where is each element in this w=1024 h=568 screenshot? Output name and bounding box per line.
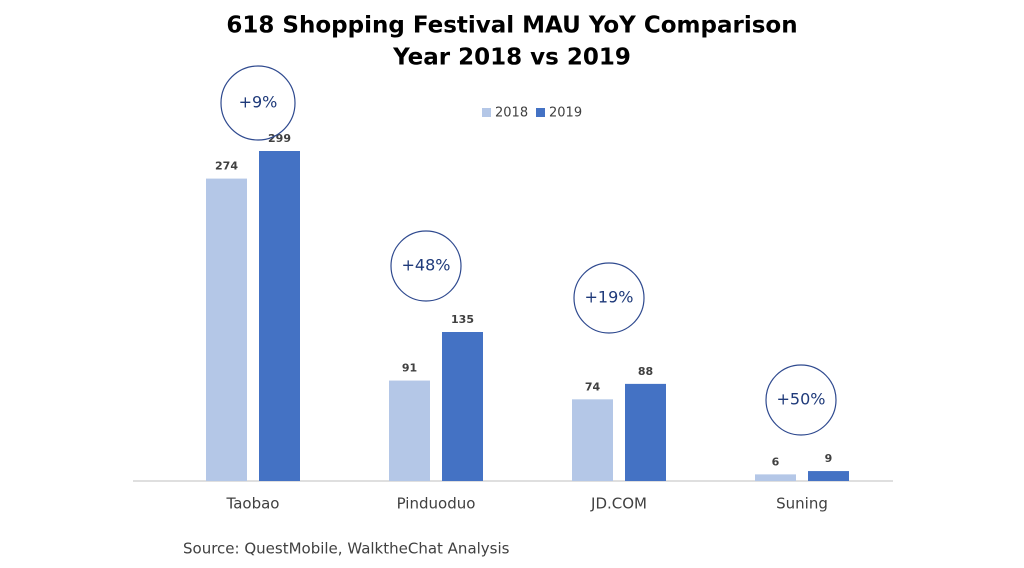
x-tick-label: Taobao (226, 495, 280, 513)
legend-swatch (536, 108, 545, 117)
annotation-circle (573, 262, 645, 334)
data-label: 6 (772, 455, 780, 468)
chart-title: 618 Shopping Festival MAU YoY Comparison (226, 13, 797, 39)
data-label: 135 (451, 313, 474, 326)
data-label: 91 (402, 362, 417, 375)
annotation: +9% (239, 93, 278, 112)
data-label: 274 (215, 160, 238, 173)
bar (442, 332, 483, 481)
data-label: 9 (825, 452, 833, 465)
chart-subtitle: Year 2018 vs 2019 (392, 45, 631, 71)
legend-label: 2018 (495, 106, 528, 121)
bar (808, 471, 849, 481)
bar (572, 399, 613, 481)
data-label: 74 (585, 380, 601, 393)
annotation-circle (220, 65, 296, 141)
annotation: +50% (777, 390, 826, 409)
x-tick-label: Pinduoduo (397, 495, 476, 513)
data-label: 299 (268, 132, 291, 145)
x-tick-label: JD.COM (590, 495, 647, 513)
bar (389, 380, 430, 481)
legend-label: 2019 (549, 106, 582, 121)
bar (625, 383, 666, 481)
annotation-circle (765, 364, 837, 436)
annotation-circle (390, 230, 462, 302)
data-label: 88 (638, 365, 653, 378)
bar (755, 474, 796, 481)
annotation: +19% (585, 288, 634, 307)
bar (206, 178, 247, 481)
source-note: Source: QuestMobile, WalktheChat Analysi… (183, 540, 510, 558)
bar (259, 151, 300, 481)
annotation: +48% (402, 256, 451, 275)
legend-swatch (482, 108, 491, 117)
x-tick-label: Suning (776, 495, 828, 513)
